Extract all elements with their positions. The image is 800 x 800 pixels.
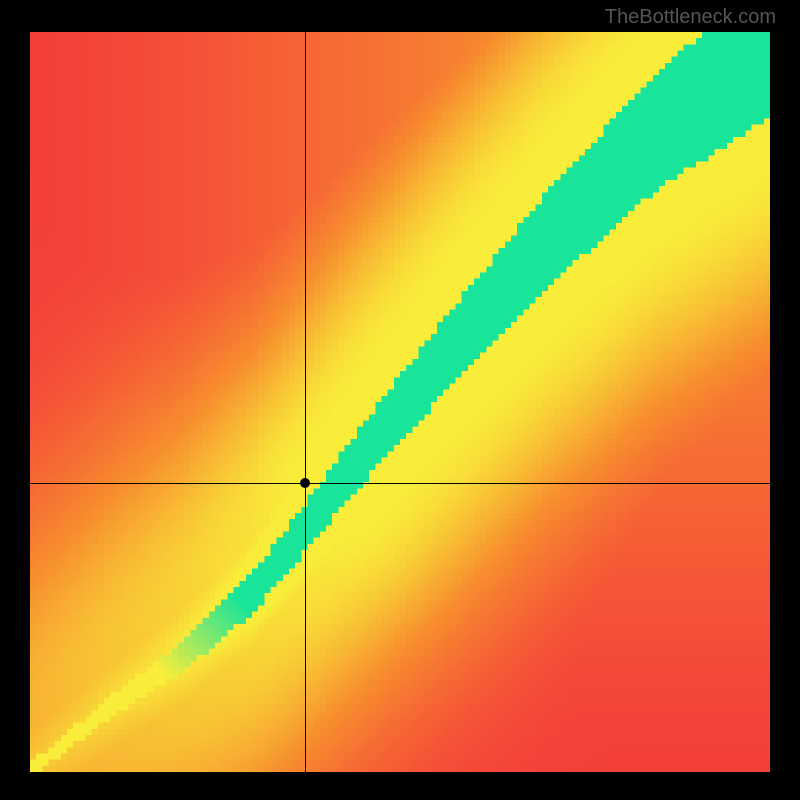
heatmap-plot bbox=[30, 32, 770, 772]
crosshair-horizontal bbox=[30, 483, 770, 484]
heatmap-canvas bbox=[30, 32, 770, 772]
crosshair-vertical bbox=[305, 32, 306, 772]
watermark-text: TheBottleneck.com bbox=[605, 6, 776, 29]
crosshair-marker bbox=[300, 478, 310, 488]
